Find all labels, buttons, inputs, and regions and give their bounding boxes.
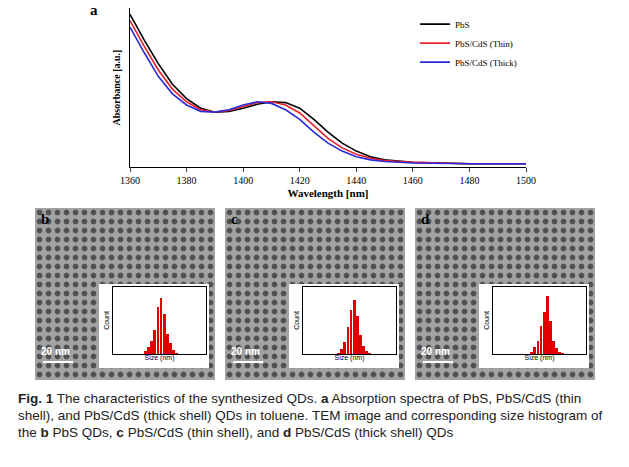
html-text:Fig. 1 The characteristics of: Fig. 1 The characteristics of the synthe… bbox=[18, 391, 603, 440]
svg-text:1420: 1420 bbox=[290, 175, 310, 186]
svg-text:1460: 1460 bbox=[403, 175, 423, 186]
svg-text:PbS/CdS (Thin): PbS/CdS (Thin) bbox=[455, 39, 513, 49]
svg-text:PbS/CdS (Thick): PbS/CdS (Thick) bbox=[455, 58, 517, 68]
svg-text:Count: Count bbox=[293, 311, 300, 330]
svg-text:Size (nm): Size (nm) bbox=[525, 354, 555, 362]
html-text:a: a bbox=[90, 2, 98, 18]
html-text:20 nm: 20 nm bbox=[231, 346, 260, 357]
svg-text:1360: 1360 bbox=[120, 175, 140, 186]
html-text:c: c bbox=[231, 211, 238, 227]
svg-text:1380: 1380 bbox=[177, 175, 197, 186]
svg-text:Absorbance [a.u.]: Absorbance [a.u.] bbox=[111, 50, 122, 126]
svg-text:1440: 1440 bbox=[346, 175, 366, 186]
svg-text:PbS: PbS bbox=[455, 20, 470, 30]
svg-text:Count: Count bbox=[103, 311, 110, 330]
html-text:20 nm: 20 nm bbox=[421, 346, 450, 357]
svg-text:1500: 1500 bbox=[516, 175, 536, 186]
svg-text:1400: 1400 bbox=[233, 175, 253, 186]
html-text:d: d bbox=[421, 211, 430, 227]
svg-text:Size (nm): Size (nm) bbox=[335, 354, 365, 362]
html-text:20 nm: 20 nm bbox=[41, 346, 70, 357]
svg-text:Count: Count bbox=[483, 311, 490, 330]
html-text:b: b bbox=[41, 211, 50, 227]
svg-text:Wavelength [nm]: Wavelength [nm] bbox=[288, 187, 369, 199]
svg-text:Size (nm): Size (nm) bbox=[145, 354, 175, 362]
svg-text:1480: 1480 bbox=[459, 175, 479, 186]
